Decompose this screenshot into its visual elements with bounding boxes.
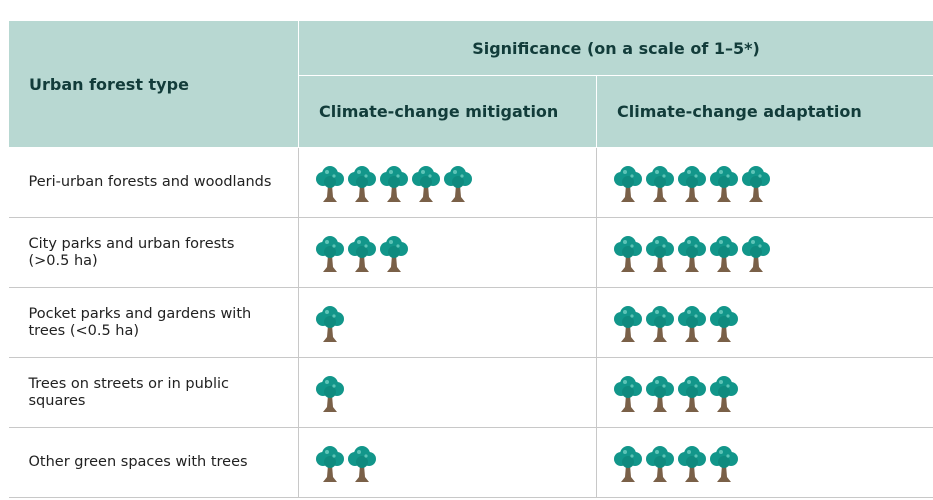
tree-icon — [614, 235, 642, 272]
tree-icon — [444, 165, 472, 202]
significance-table: Urban forest type Significance (on a sca… — [8, 20, 933, 498]
tree-icon — [380, 165, 408, 202]
tree-icon — [646, 165, 674, 202]
tree-icon — [316, 375, 344, 412]
tree-icon — [710, 445, 738, 482]
group-header: Significance (on a scale of 1–5*) — [298, 20, 933, 76]
tree-icon — [710, 375, 738, 412]
tree-icon — [742, 165, 770, 202]
tree-icon — [646, 445, 674, 482]
icon-cell — [596, 427, 933, 498]
row-label: City parks and urban forests (>0.5 ha) — [8, 217, 299, 288]
icon-cell — [596, 357, 933, 428]
tree-icon — [348, 235, 376, 272]
tree-icon — [614, 445, 642, 482]
tree-icon — [646, 305, 674, 342]
tree-icon — [316, 165, 344, 202]
type-column-header: Urban forest type — [8, 20, 299, 148]
icon-cell — [298, 217, 597, 288]
tree-icon — [614, 375, 642, 412]
tree-icon — [678, 165, 706, 202]
tree-icon — [348, 165, 376, 202]
tree-icon — [646, 375, 674, 412]
table-body: Peri-urban forests and woodlands City par… — [8, 147, 933, 498]
icon-cell — [298, 147, 597, 218]
tree-icon — [678, 375, 706, 412]
icon-cell — [596, 217, 933, 288]
table-row: Other green spaces with trees — [8, 427, 933, 498]
icon-cell — [298, 427, 597, 498]
tree-icon — [380, 235, 408, 272]
tree-icon — [614, 305, 642, 342]
row-label: Other green spaces with trees — [8, 427, 299, 498]
row-label: Pocket parks and gardens with trees (<0.… — [8, 287, 299, 358]
tree-icon — [678, 235, 706, 272]
table-row: City parks and urban forests (>0.5 ha) — [8, 217, 933, 288]
tree-icon — [678, 445, 706, 482]
column-header: Climate-change adaptation — [596, 75, 933, 148]
tree-icon — [316, 305, 344, 342]
row-label: Peri-urban forests and woodlands — [8, 147, 299, 218]
table-row: Pocket parks and gardens with trees (<0.… — [8, 287, 933, 358]
tree-icon — [348, 445, 376, 482]
tree-icon — [710, 235, 738, 272]
tree-icon — [412, 165, 440, 202]
icon-cell — [596, 147, 933, 218]
icon-cell — [298, 287, 597, 358]
row-label: Trees on streets or in public squares — [8, 357, 299, 428]
icon-cell — [596, 287, 933, 358]
tree-icon — [316, 445, 344, 482]
tree-icon — [710, 305, 738, 342]
column-header: Climate-change mitigation — [298, 75, 597, 148]
icon-cell — [298, 357, 597, 428]
tree-icon — [316, 235, 344, 272]
tree-icon — [710, 165, 738, 202]
tree-icon — [742, 235, 770, 272]
tree-icon — [614, 165, 642, 202]
table-row: Trees on streets or in public squares — [8, 357, 933, 428]
table-row: Peri-urban forests and woodlands — [8, 147, 933, 218]
tree-icon — [646, 235, 674, 272]
tree-icon — [678, 305, 706, 342]
